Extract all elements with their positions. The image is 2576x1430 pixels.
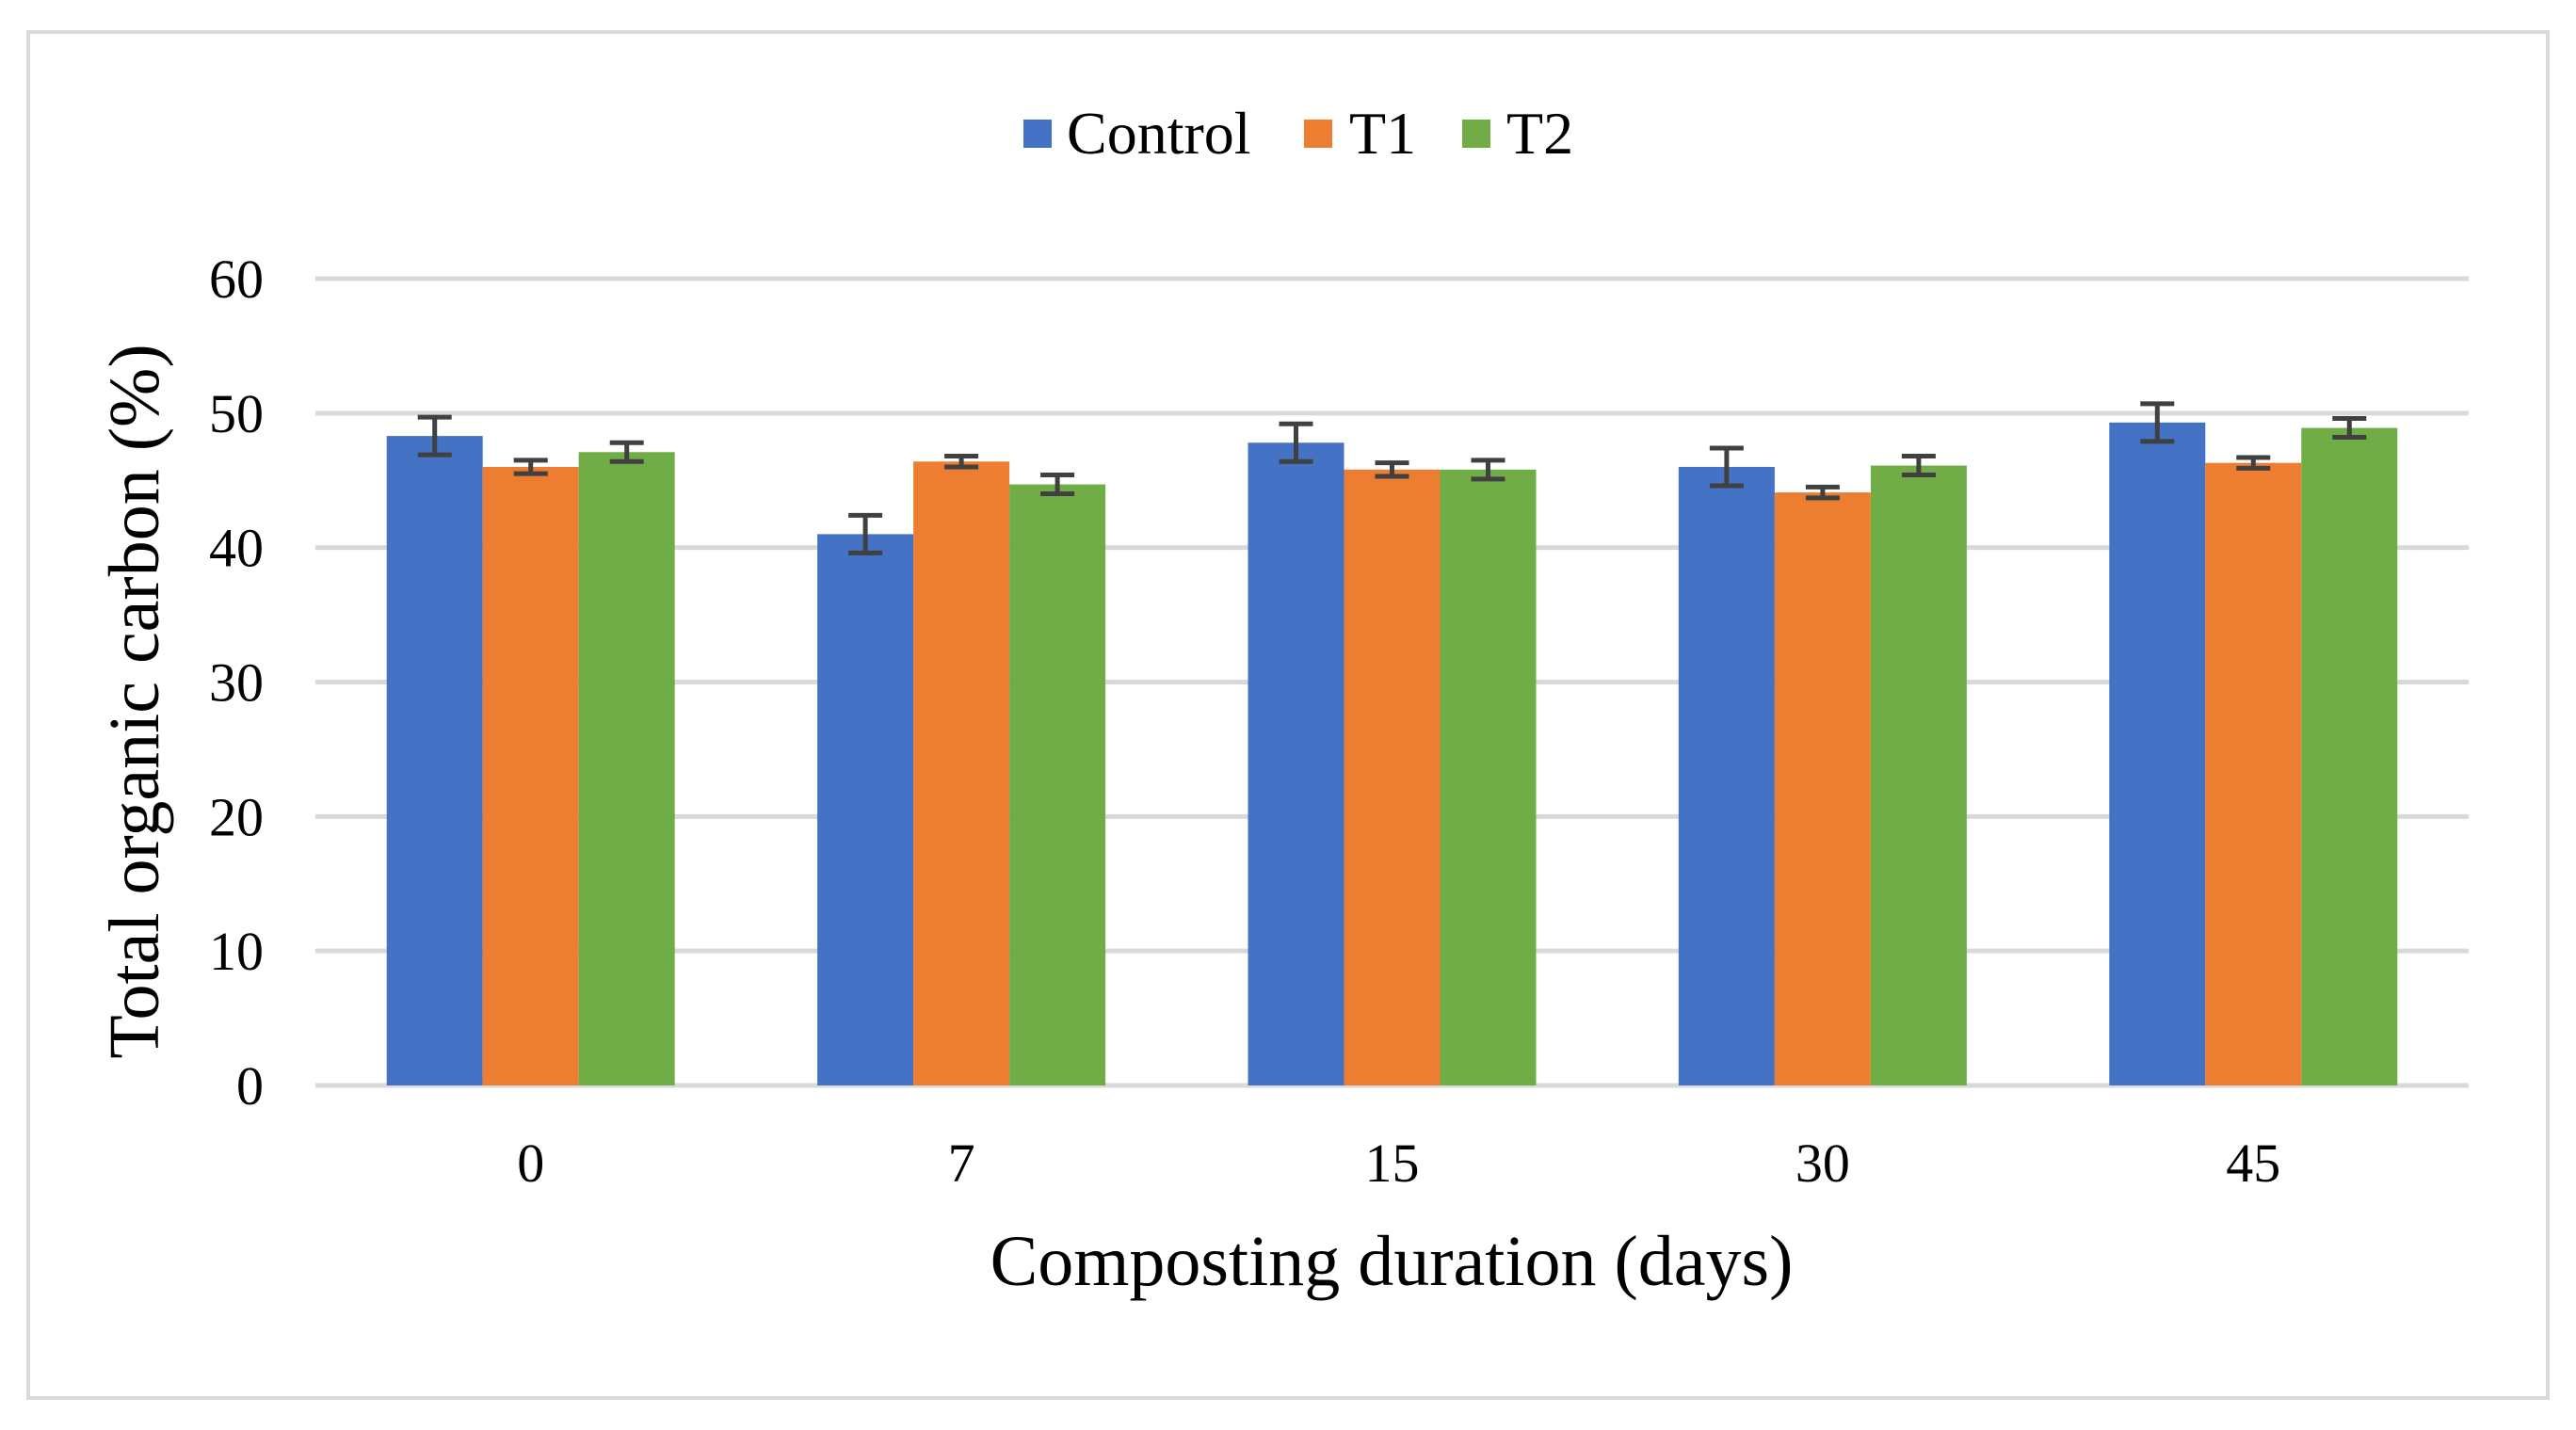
bar-t2-7 xyxy=(1009,484,1106,1085)
y-tick-label: 30 xyxy=(209,652,264,714)
y-tick-label: 50 xyxy=(209,383,264,444)
y-tick-label: 40 xyxy=(209,518,264,579)
bar-t2-15 xyxy=(1440,469,1537,1085)
bar-t1-7 xyxy=(913,461,1010,1086)
y-tick-label: 20 xyxy=(209,786,264,847)
bar-control-0 xyxy=(386,436,483,1085)
y-axis-tick-labels: 0 10 20 30 40 50 60 xyxy=(209,249,264,1117)
bar-t1-0 xyxy=(482,466,579,1085)
legend: Control T1 T2 xyxy=(1023,100,1573,167)
x-tick-label: 45 xyxy=(2226,1133,2280,1194)
bar-t2-0 xyxy=(578,452,675,1085)
bars xyxy=(386,422,2398,1086)
bar-t1-15 xyxy=(1344,469,1441,1085)
bar-t1-45 xyxy=(2205,462,2302,1086)
legend-swatch-t2 xyxy=(1462,120,1490,148)
y-tick-label: 60 xyxy=(209,249,264,310)
x-tick-label: 30 xyxy=(1795,1133,1850,1194)
x-axis-label: Composting duration (days) xyxy=(990,1222,1794,1301)
x-tick-label: 7 xyxy=(948,1133,975,1194)
error-bars xyxy=(417,401,2367,555)
bar-control-30 xyxy=(1678,466,1775,1085)
bar-control-7 xyxy=(817,534,914,1085)
x-tick-label: 15 xyxy=(1365,1133,1420,1194)
bar-control-45 xyxy=(2109,422,2206,1085)
legend-label-control: Control xyxy=(1067,100,1251,167)
y-tick-label: 0 xyxy=(236,1055,264,1117)
bar-t2-30 xyxy=(1870,465,1967,1085)
legend-label-t2: T2 xyxy=(1506,100,1573,167)
bar-t2-45 xyxy=(2301,427,2398,1085)
legend-swatch-control xyxy=(1023,120,1052,148)
bar-t1-30 xyxy=(1774,492,1871,1085)
y-tick-label: 10 xyxy=(209,921,264,982)
x-tick-label: 0 xyxy=(517,1133,544,1194)
x-axis-tick-labels: 0 7 15 30 45 xyxy=(517,1133,2280,1194)
y-axis-label: Total organic carbon (%) xyxy=(95,344,174,1058)
legend-swatch-t1 xyxy=(1304,120,1332,148)
legend-label-t1: T1 xyxy=(1349,100,1416,167)
bar-control-15 xyxy=(1248,442,1344,1085)
